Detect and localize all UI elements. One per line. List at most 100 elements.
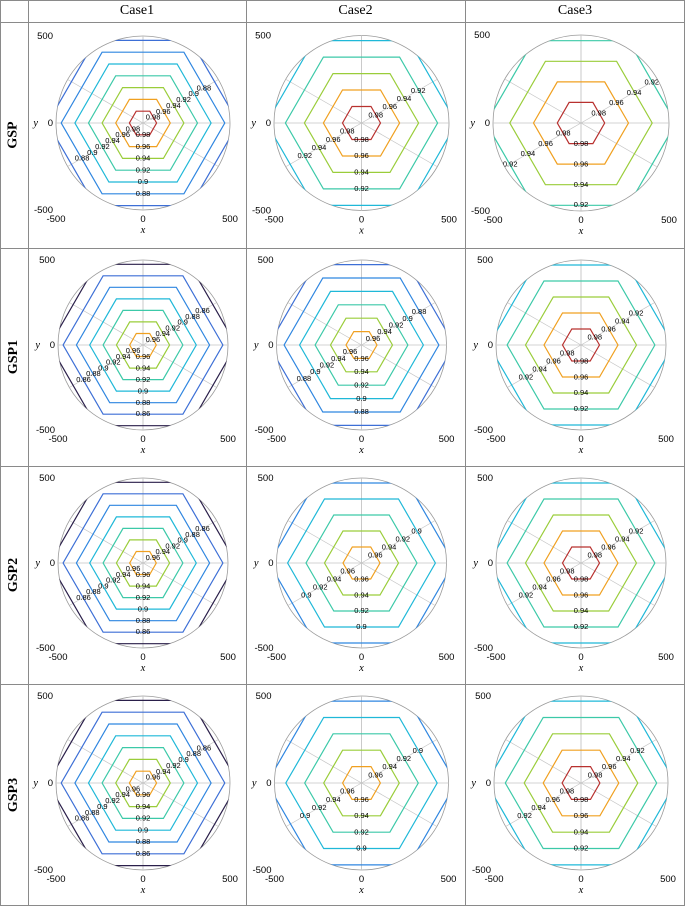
contour-plot: 0.860.860.860.880.880.880.90.90.90.920.9…	[34, 473, 236, 674]
contour-label: 0.88	[354, 407, 369, 416]
contour-label: 0.94	[116, 570, 131, 579]
contour-label: 0.94	[166, 101, 181, 110]
contour-label: 0.94	[532, 364, 547, 373]
contour-label: 0.98	[574, 574, 589, 583]
radial-grid-line	[287, 520, 362, 564]
x-tick-label: 0	[578, 652, 583, 663]
contour-label: 0.96	[601, 325, 616, 334]
contour-label: 0.92	[354, 184, 369, 193]
x-tick-label: 500	[658, 652, 674, 663]
contour-line-0-96	[129, 550, 157, 576]
row-header-gsp2: GSP2	[6, 557, 22, 593]
x-tick-label: 500	[441, 874, 457, 885]
radial-grid-line	[580, 78, 658, 124]
contour-plot: 0.920.920.920.940.940.940.960.960.960.98…	[469, 30, 677, 237]
contour-line-0-96	[543, 530, 619, 596]
y-tick-label: -500	[254, 643, 273, 654]
contour-label: 0.88	[136, 616, 151, 625]
contour-label: 0.86	[195, 524, 210, 533]
table-divider	[28, 0, 29, 906]
contour-label: 0.98	[340, 127, 355, 136]
contour-label: 0.92	[517, 811, 532, 820]
contour-label: 0.96	[354, 354, 369, 363]
radial-grid-line	[285, 739, 362, 784]
radial-grid-line	[69, 562, 144, 606]
contour-label: 0.9	[177, 536, 187, 545]
x-tick-label: 0	[140, 434, 145, 445]
contour-label: 0.96	[136, 142, 151, 151]
contour-line-0-88	[60, 51, 226, 195]
contour-label: 0.9	[138, 386, 148, 395]
contour-label: 0.92	[411, 86, 426, 95]
contour-label: 0.88	[136, 398, 151, 407]
contour-label: 0.96	[545, 795, 560, 804]
contour-panel-gsp-case2: 0.92 0.92 0.92 0.94 0.94 0.94 0.96 0.96 0.96 0.98…	[246, 22, 465, 248]
contour-label: 0.9	[356, 394, 366, 403]
contour-line-0-96	[128, 770, 158, 796]
x-axis-label: x	[578, 885, 584, 896]
contour-label: 0.94	[354, 590, 369, 599]
radial-grid-line	[580, 302, 655, 346]
x-tick-label: 0	[140, 874, 145, 885]
y-tick-label: -500	[252, 206, 271, 217]
contour-label: 0.92	[574, 622, 589, 631]
radial-grid-line	[505, 782, 582, 827]
contour-label: 0.88	[297, 374, 312, 383]
radial-grid-line	[142, 782, 219, 827]
contour-line-0-94	[323, 749, 400, 817]
contour-line-0-98	[128, 110, 158, 136]
contour-label: 0.98	[587, 551, 602, 560]
contour-line-0-92	[506, 280, 656, 410]
contour-label: 0.98	[591, 108, 606, 117]
contour-panel-gsp1-case2: 0.88 0.88 0.88 0.9 0.9 0.9 0.92 0.92 0.92 0.94 0.9…	[246, 248, 465, 466]
contour-plot: 0.860.860.860.880.880.880.90.90.90.920.9…	[34, 255, 236, 456]
radial-grid-line	[142, 122, 219, 167]
contour-label: 0.94	[115, 790, 130, 799]
contour-label: 0.96	[354, 574, 369, 583]
contour-line-0-96	[345, 330, 378, 360]
contour-label: 0.92	[95, 142, 110, 151]
radial-grid-line	[361, 520, 436, 564]
contour-label: 0.92	[165, 323, 180, 332]
x-tick-label: 500	[658, 434, 674, 445]
x-tick-label: -500	[486, 652, 505, 663]
radial-grid-line	[361, 78, 438, 124]
x-tick-label: 0	[578, 215, 583, 226]
contour-line-0-96	[542, 749, 620, 817]
contour-label: 0.9	[310, 367, 320, 376]
radial-grid-line	[287, 344, 362, 388]
contour-label: 0.94	[155, 547, 170, 556]
contour-line-0-96	[543, 312, 619, 378]
contour-label: 0.96	[574, 159, 589, 168]
contour-label: 0.96	[382, 102, 397, 111]
row-header-gsp: GSP	[5, 121, 21, 149]
radial-grid-line	[361, 122, 438, 168]
column-header-case3: Case3	[557, 3, 593, 18]
contour-label: 0.92	[106, 576, 121, 585]
contour-line-0-88	[283, 277, 440, 413]
contour-label: 0.96	[601, 543, 616, 552]
contour-label: 0.9	[300, 811, 310, 820]
row-header-gsp1: GSP1	[6, 339, 22, 375]
radial-grid-line	[142, 79, 219, 124]
contour-label: 0.94	[521, 149, 536, 158]
contour-label: 0.96	[126, 564, 141, 573]
x-tick-label: 0	[359, 215, 364, 226]
contour-label: 0.86	[136, 627, 151, 636]
y-tick-label: 0	[268, 558, 273, 569]
contour-label: 0.98	[556, 129, 571, 138]
contour-label: 0.96	[366, 334, 381, 343]
x-axis-label: x	[358, 885, 364, 896]
contour-line-0-94	[524, 296, 638, 394]
contour-label: 0.88	[85, 808, 100, 817]
contour-line-0-92	[101, 746, 185, 819]
contour-label: 0.92	[176, 95, 191, 104]
y-tick-label: 500	[477, 473, 493, 484]
y-tick-label: 0	[268, 340, 273, 351]
x-tick-label: 0	[578, 434, 583, 445]
contour-label: 0.92	[165, 541, 180, 550]
y-tick-label: 0	[488, 340, 493, 351]
radial-grid-line	[142, 739, 219, 784]
contour-label: 0.9	[138, 604, 148, 613]
